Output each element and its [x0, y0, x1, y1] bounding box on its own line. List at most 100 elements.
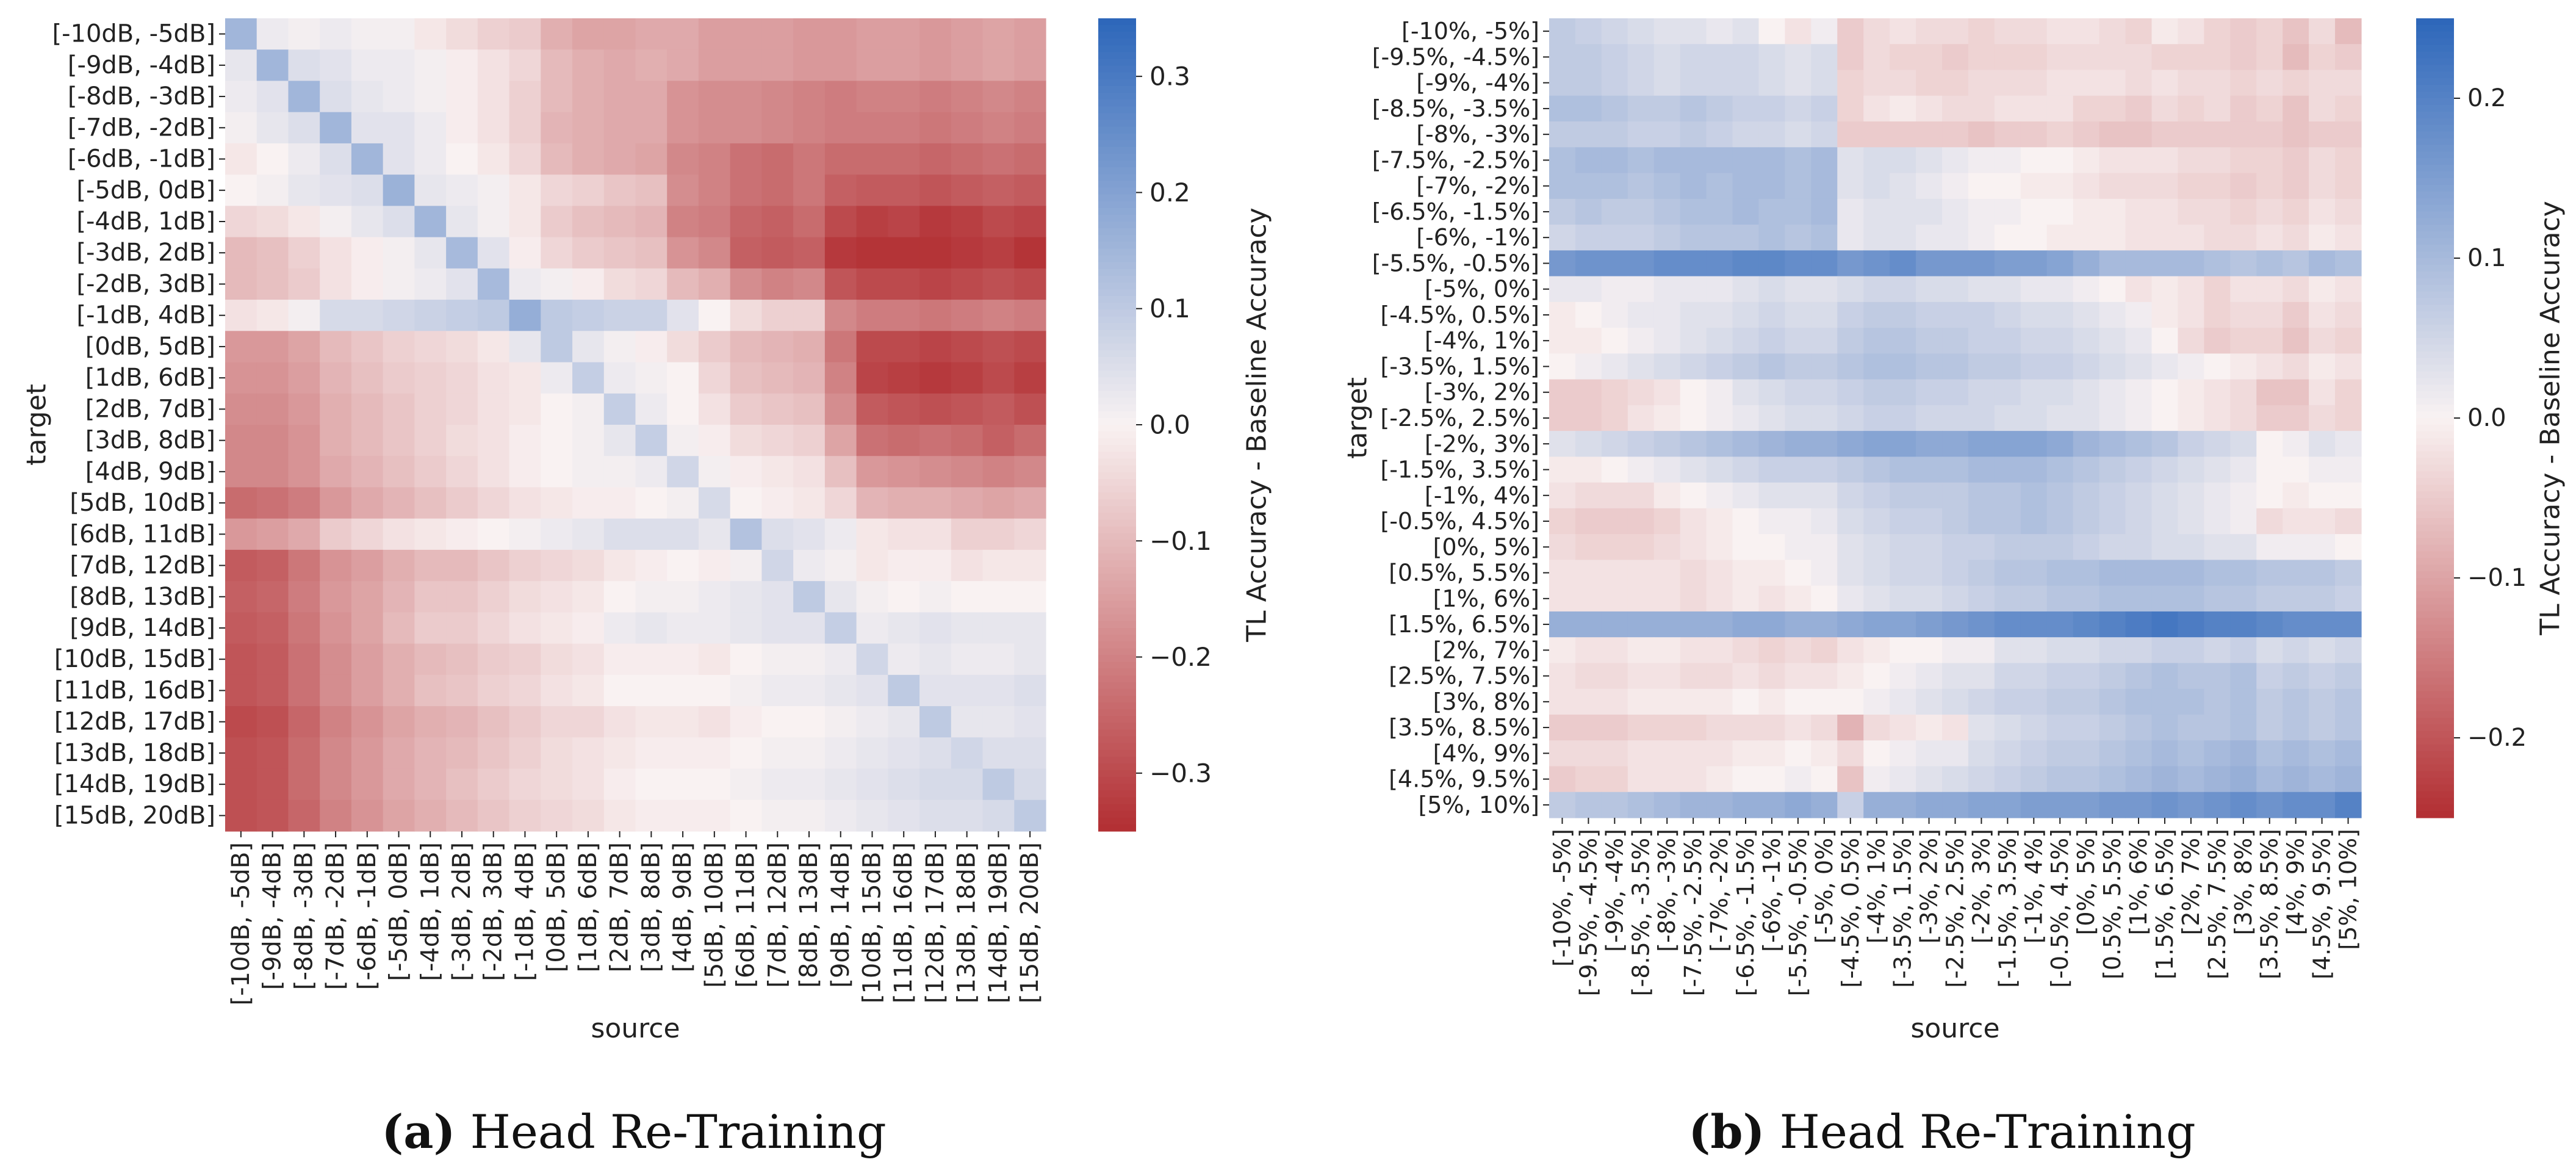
heatmap-cell — [2046, 276, 2074, 303]
heatmap-cell — [1811, 740, 1838, 767]
heatmap-cell — [1811, 766, 1838, 793]
heatmap-cell — [1706, 147, 1733, 174]
heatmap-cell — [730, 393, 763, 425]
heatmap-cell — [888, 206, 920, 238]
heatmap-cell — [1575, 611, 1602, 638]
colorbar-segment — [1098, 93, 1136, 100]
x-tick-label: [-3dB, 2dB] — [448, 842, 476, 981]
heatmap-cell — [730, 518, 763, 550]
heatmap-cell — [793, 581, 826, 613]
heatmap-cell — [1811, 456, 1838, 483]
heatmap-cell — [919, 300, 952, 331]
heatmap-cell — [1706, 225, 1733, 251]
heatmap-cell — [1758, 18, 1786, 45]
heatmap-cell — [320, 768, 352, 801]
heatmap-cell — [824, 799, 857, 832]
heatmap-cell — [1653, 276, 1681, 303]
heatmap-cell — [698, 799, 731, 832]
heatmap-cell — [2230, 44, 2257, 71]
heatmap-cell — [1758, 121, 1786, 148]
heatmap-cell — [1575, 70, 1602, 96]
heatmap-cell — [1653, 353, 1681, 380]
heatmap-cell — [2283, 663, 2309, 690]
heatmap-cell — [2335, 740, 2362, 767]
colorbar-segment — [2416, 698, 2454, 705]
heatmap-cell — [2309, 250, 2336, 277]
colorbar-segment — [1098, 506, 1136, 513]
heatmap-cell — [446, 175, 478, 206]
colorbar-segment — [1098, 438, 1136, 446]
heatmap-cell — [225, 81, 257, 113]
heatmap-cell — [1601, 225, 1628, 251]
heatmap-cell — [698, 768, 731, 801]
y-tick-label: [-4%, 1%] — [1425, 327, 1539, 354]
heatmap-cell — [225, 331, 257, 363]
heatmap-cell — [856, 49, 888, 82]
colorbar-segment — [1098, 675, 1136, 683]
heatmap-cell — [1968, 714, 1995, 741]
colorbar-segment — [1098, 323, 1136, 331]
heatmap-cell — [793, 268, 826, 300]
heatmap-cell — [888, 549, 920, 582]
heatmap-cell — [2230, 431, 2257, 457]
heatmap-cell — [888, 487, 920, 519]
heatmap-cell — [1785, 534, 1811, 561]
heatmap-cell — [824, 674, 857, 707]
heatmap-cell — [446, 768, 478, 801]
heatmap-cell — [698, 331, 731, 363]
heatmap-cell — [667, 612, 699, 644]
heatmap-cell — [1863, 95, 1890, 122]
heatmap-cell — [383, 331, 415, 363]
heatmap-cell — [698, 49, 731, 82]
x-tick-label: [1%, 6%] — [2125, 829, 2152, 935]
x-tick-label: [-10%, -5%] — [1549, 829, 1575, 967]
colorbar-segment — [2416, 524, 2454, 532]
heatmap-cell — [1942, 740, 1969, 767]
heatmap-cell — [698, 206, 731, 238]
heatmap-cell — [2230, 225, 2257, 251]
heatmap-cell — [982, 706, 1015, 738]
heatmap-cell — [1811, 379, 1838, 406]
heatmap-cell — [2151, 585, 2179, 612]
heatmap-cell — [2309, 560, 2336, 586]
colorbar-segment — [1098, 804, 1136, 812]
colorbar-segment — [1098, 377, 1136, 384]
heatmap-cell — [1890, 198, 1916, 225]
heatmap-cell — [1811, 301, 1838, 328]
heatmap-cell — [351, 112, 384, 144]
heatmap-cell — [1758, 585, 1786, 612]
heatmap-cell — [288, 581, 320, 613]
heatmap-cell — [2178, 611, 2204, 638]
heatmap-cell — [1653, 688, 1681, 715]
heatmap-cell — [2073, 508, 2100, 535]
colorbar-segment — [2416, 538, 2454, 546]
heatmap-cell — [2125, 121, 2153, 148]
heatmap-cell — [730, 581, 763, 613]
heatmap-cell — [603, 268, 636, 300]
heatmap-panel-b: [-10%, -5%][-9.5%, -4.5%][-9%, -4%][-8.5… — [1342, 18, 2566, 1044]
colorbar-segment — [2416, 551, 2454, 558]
heatmap-cell — [1758, 353, 1786, 380]
heatmap-cell — [1653, 198, 1681, 225]
heatmap-cell — [1732, 301, 1760, 328]
colorbar-segment — [2416, 531, 2454, 539]
heatmap-cell — [2099, 121, 2126, 148]
heatmap-cell — [288, 18, 320, 50]
heatmap-cell — [1758, 147, 1786, 174]
heatmap-cell — [2230, 379, 2257, 406]
colorbar-segment — [1098, 235, 1136, 242]
heatmap-cell — [1549, 585, 1576, 612]
heatmap-cell — [1549, 431, 1576, 457]
colorbar-segment — [1098, 478, 1136, 486]
colorbar-segment — [1098, 99, 1136, 107]
heatmap-cell — [2256, 147, 2283, 174]
heatmap-cell — [1942, 585, 1969, 612]
colorbar-segment — [1098, 790, 1136, 798]
heatmap-cell — [320, 300, 352, 331]
heatmap-cell — [1837, 508, 1864, 535]
y-tick-label: [5dB, 10dB] — [70, 489, 215, 517]
heatmap-cell — [2178, 225, 2204, 251]
x-tick-label: [-6%, -1%] — [1758, 829, 1785, 952]
heatmap-cell — [856, 456, 888, 488]
heatmap-cell — [1627, 276, 1655, 303]
